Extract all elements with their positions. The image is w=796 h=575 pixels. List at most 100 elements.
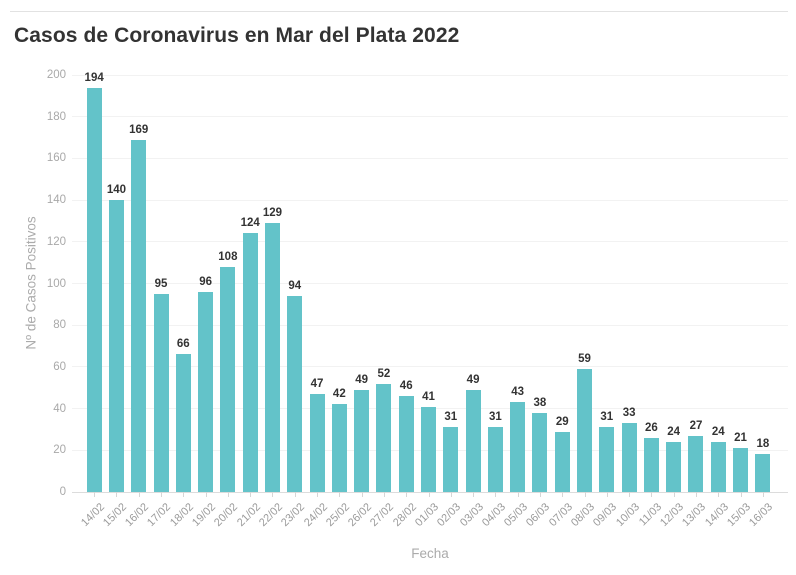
- x-axis-tick-label: 21/02: [234, 501, 263, 529]
- bar[interactable]: [755, 454, 771, 492]
- bar-value-label: 21: [734, 432, 747, 445]
- bar[interactable]: [710, 441, 726, 492]
- x-axis-tick: [673, 492, 675, 497]
- bar-value-label: 31: [488, 411, 502, 424]
- x-axis-tick-label: 25/02: [323, 501, 352, 529]
- x-axis-title: Fecha: [411, 546, 449, 561]
- bar[interactable]: [220, 266, 236, 492]
- bar-value-label: 43: [511, 386, 525, 399]
- bar[interactable]: [465, 389, 481, 492]
- x-axis-tick-label: 20/02: [212, 501, 241, 529]
- bar-value-label: 29: [555, 415, 569, 428]
- x-axis-tick: [450, 492, 452, 497]
- x-axis-tick-label: 04/03: [479, 501, 508, 529]
- x-axis-tick: [339, 492, 341, 497]
- bar[interactable]: [108, 200, 124, 492]
- bar[interactable]: [287, 296, 303, 492]
- bar[interactable]: [398, 396, 414, 492]
- bar[interactable]: [421, 406, 436, 492]
- x-axis-tick: [495, 492, 497, 497]
- bar[interactable]: [175, 354, 191, 492]
- y-axis-tick-label: 40: [53, 402, 66, 415]
- bar-value-label: 124: [240, 217, 260, 230]
- chart-title: Casos de Coronavirus en Mar del Plata 20…: [14, 24, 460, 47]
- gridline: [72, 241, 788, 243]
- x-axis-tick-label: 18/02: [167, 501, 196, 529]
- gridline: [72, 324, 788, 326]
- bar[interactable]: [532, 412, 548, 492]
- bar-value-label: 95: [154, 277, 168, 290]
- x-axis-tick: [138, 492, 140, 497]
- bar[interactable]: [577, 368, 593, 492]
- bar[interactable]: [599, 427, 615, 492]
- bar[interactable]: [376, 383, 392, 492]
- x-axis-tick-label: 19/02: [190, 501, 219, 529]
- bar-value-label: 108: [218, 250, 238, 263]
- bar[interactable]: [331, 404, 347, 492]
- y-axis-tick-label: 80: [53, 319, 66, 332]
- bar[interactable]: [309, 394, 325, 492]
- x-axis-tick: [629, 492, 631, 497]
- bar[interactable]: [354, 389, 370, 492]
- bar-value-label: 24: [667, 425, 681, 438]
- bar[interactable]: [264, 223, 280, 492]
- x-axis-tick-label: 12/03: [658, 501, 687, 529]
- bar[interactable]: [554, 431, 570, 492]
- bar[interactable]: [621, 423, 637, 492]
- bar[interactable]: [86, 87, 102, 492]
- x-axis-tick-label: 09/03: [591, 501, 620, 529]
- gridline: [72, 491, 788, 493]
- bar-value-label: 26: [644, 421, 658, 434]
- x-axis-tick-label: 07/03: [546, 501, 575, 529]
- bar[interactable]: [443, 427, 459, 492]
- bar-value-label: 27: [689, 419, 703, 432]
- bar-value-label: 49: [355, 373, 369, 386]
- x-axis-tick: [428, 492, 430, 497]
- bar-value-label: 46: [399, 380, 413, 393]
- bar[interactable]: [666, 441, 682, 492]
- gridline: [72, 283, 788, 284]
- bar-value-label: 140: [106, 184, 127, 197]
- bar-value-label: 66: [176, 338, 190, 351]
- x-axis-tick-label: 05/03: [502, 501, 531, 529]
- x-axis-tick-label: 01/03: [413, 501, 441, 529]
- bar[interactable]: [131, 139, 147, 492]
- x-axis-tick: [227, 492, 229, 497]
- gridline: [72, 157, 788, 159]
- y-axis-tick-label: 100: [46, 277, 66, 290]
- y-axis-tick-label: 20: [53, 444, 66, 457]
- x-axis-tick-label: 17/02: [145, 501, 174, 529]
- bar-value-label: 38: [533, 396, 547, 409]
- x-axis-tick: [183, 492, 185, 497]
- x-axis-tick: [317, 492, 319, 497]
- bar[interactable]: [487, 427, 503, 492]
- top-divider: [10, 11, 788, 12]
- bar[interactable]: [733, 448, 749, 492]
- x-axis-tick: [606, 492, 608, 497]
- bar-value-label: 59: [578, 352, 591, 365]
- bar-value-label: 42: [332, 388, 346, 401]
- bar[interactable]: [242, 233, 258, 492]
- x-axis-tick: [517, 492, 519, 497]
- x-axis-tick-label: 27/02: [368, 501, 397, 529]
- bar[interactable]: [688, 435, 704, 492]
- bar-value-label: 33: [622, 407, 636, 420]
- x-axis-tick: [272, 492, 274, 497]
- gridline: [72, 199, 788, 201]
- bar[interactable]: [510, 402, 526, 492]
- x-axis-tick: [695, 492, 697, 497]
- bar[interactable]: [643, 437, 659, 492]
- bar-value-label: 31: [444, 411, 458, 424]
- x-axis-tick-label: 16/02: [123, 501, 152, 529]
- x-axis-tick-label: 02/03: [435, 501, 464, 529]
- x-axis-tick-label: 06/03: [524, 501, 553, 529]
- bar[interactable]: [198, 291, 214, 492]
- x-axis-tick: [718, 492, 720, 497]
- x-axis-tick-label: 28/02: [390, 501, 419, 529]
- y-axis-tick-label: 0: [59, 486, 66, 498]
- x-axis-tick: [584, 492, 586, 497]
- bar[interactable]: [153, 293, 169, 492]
- gridline: [72, 74, 788, 76]
- x-axis-tick: [116, 492, 118, 497]
